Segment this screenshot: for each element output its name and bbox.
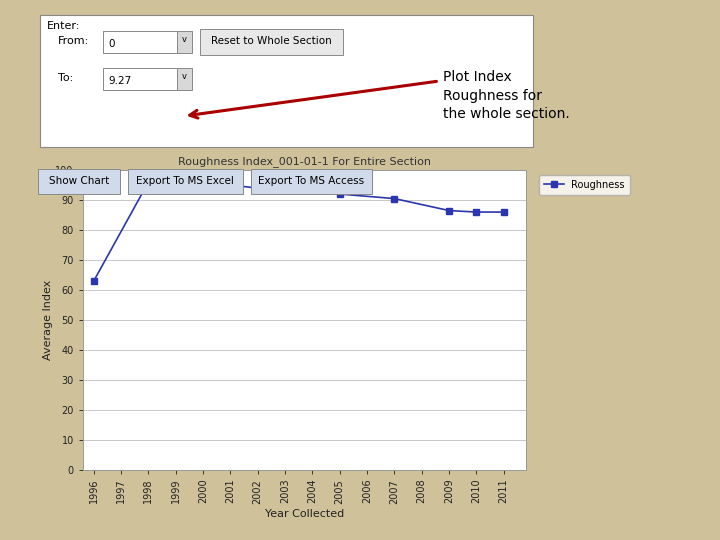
Title: Roughness Index_001-01-1 For Entire Section: Roughness Index_001-01-1 For Entire Sect… [178,157,431,167]
Y-axis label: Average Index: Average Index [42,280,53,360]
Text: Reset to Whole Section: Reset to Whole Section [211,36,332,46]
Text: To:: To: [58,73,73,83]
Roughness [89,278,98,284]
Text: Enter:: Enter: [47,21,80,31]
Text: From:: From: [58,36,89,46]
Text: Export To MS Access: Export To MS Access [258,177,364,186]
Line: Roughness: Roughness [91,179,506,284]
Roughness [472,209,481,215]
Text: v: v [181,72,186,81]
Roughness [253,185,262,191]
Roughness [226,182,235,188]
Text: 9.27: 9.27 [108,76,131,86]
Roughness [390,195,399,202]
Text: v: v [181,36,186,44]
Legend: Roughness: Roughness [539,175,630,195]
Text: Show Chart: Show Chart [49,177,109,186]
Roughness [199,182,207,188]
Text: Plot Index
Roughness for
the whole section.: Plot Index Roughness for the whole secti… [443,70,570,121]
Roughness [445,207,454,214]
Roughness [281,185,289,191]
Roughness [336,191,344,197]
X-axis label: Year Collected: Year Collected [264,509,344,519]
Roughness [500,209,508,215]
Roughness [144,179,153,185]
Text: Export To MS Excel: Export To MS Excel [136,177,234,186]
Text: 0: 0 [108,39,114,49]
